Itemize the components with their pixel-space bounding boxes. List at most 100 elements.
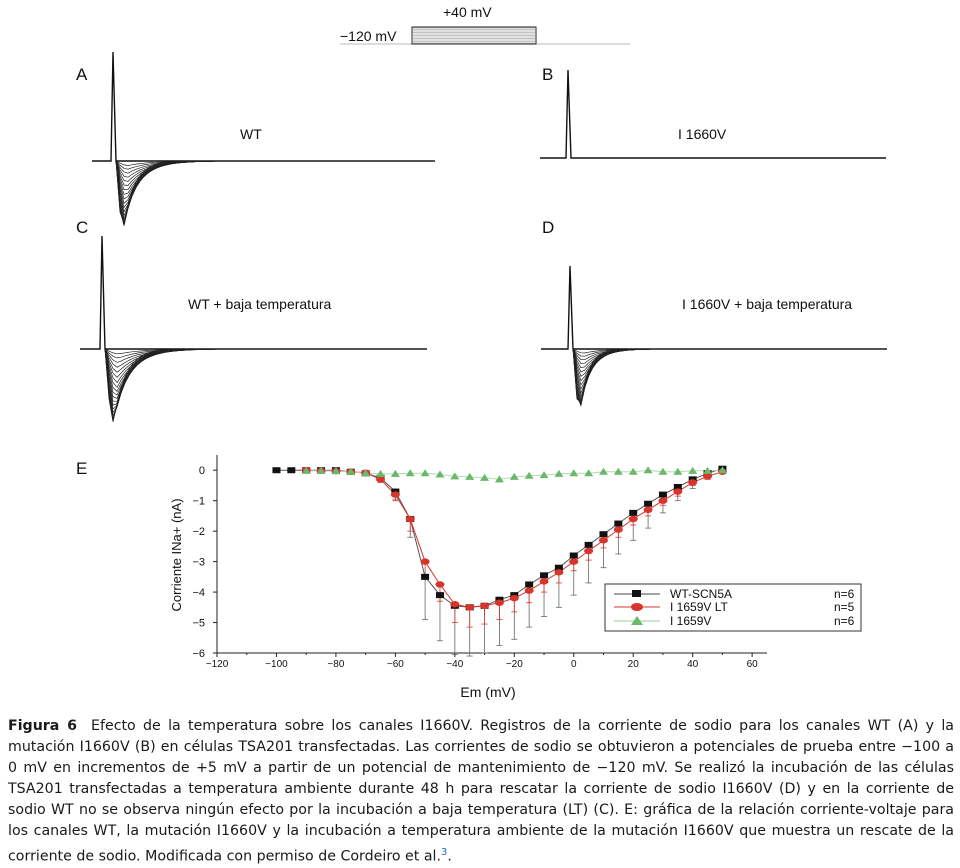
y-axis-label: Corriente INa+ (nA) [169,498,184,611]
sodium-current-trace [572,348,887,398]
sodium-current-trace [104,348,427,402]
sodium-current-trace [115,160,435,204]
data-point [643,506,653,514]
data-point [599,531,608,538]
x-tick-label: 0 [571,659,577,670]
x-tick-label: −40 [446,659,463,670]
sodium-current-trace [115,160,435,226]
legend-label: I 1659V LT [670,600,728,614]
sodium-current-trace [104,348,427,396]
data-point [346,467,356,475]
data-point [509,594,519,602]
sodium-current-trace [572,348,887,407]
caption-text: Efecto de la temperatura sobre los canal… [8,718,954,865]
data-point [465,604,475,611]
data-point [614,520,623,527]
panel-b-traces [540,69,886,159]
x-tick-label: −120 [206,659,229,670]
data-point [658,491,667,498]
data-point [525,581,534,588]
sodium-current-trace [104,348,427,410]
data-point [673,467,683,475]
data-point [390,469,400,477]
panel-d-letter: D [542,218,554,237]
data-point [628,515,638,523]
panel-c-traces [80,235,427,422]
y-tick-label: −2 [192,526,205,538]
data-point [420,469,430,477]
sodium-current-trace [115,160,435,195]
sodium-current-trace [115,160,435,209]
sodium-current-trace [115,160,435,217]
data-point [613,526,623,533]
data-point [421,573,430,580]
y-tick-label: −3 [192,557,205,569]
data-point [629,509,638,516]
holding-potential-label: −120 mV [340,28,397,44]
legend-item-mutant: I 1659V n=6 [614,614,855,628]
sodium-current-trace [104,348,427,422]
y-tick-label: −4 [192,587,205,599]
y-tick-label: −6 [192,648,205,660]
data-point [494,599,504,606]
data-point [524,471,534,479]
legend-item-wt: WT-SCN5A n=6 [614,587,855,601]
x-tick-label: 60 [747,659,759,670]
data-point [390,491,400,498]
sodium-current-trace [572,348,887,391]
sodium-current-trace [115,160,435,225]
data-point [584,547,594,555]
sodium-current-trace [572,348,887,403]
sodium-current-trace [572,348,887,386]
test-potential-label: +40 mV [443,4,492,20]
chart-legend: WT-SCN5A n=6 I 1659V LT n=5 I 1659V n=6 [604,583,862,632]
legend-label: I 1659V [670,614,711,628]
data-point [569,558,579,565]
data-point [717,466,727,474]
panel-d-traces [541,265,887,407]
data-point [361,469,371,477]
legend-n: n=6 [834,587,855,601]
panel-b-title: I 1660V [678,126,727,142]
data-point [524,587,534,594]
capacitive-transient [80,235,427,350]
panel-c: C WT + baja temperatura [76,218,427,422]
panel-b-letter: B [542,65,553,84]
figure-caption: Figura 6 Efecto de la temperatura sobre l… [8,716,954,868]
data-point [465,472,475,480]
sodium-current-trace [115,160,435,200]
data-point [405,469,415,477]
sodium-current-trace [572,348,887,395]
data-point [540,572,549,579]
data-point [554,469,564,477]
legend-label: WT-SCN5A [670,587,732,601]
figure: −120 mV +40 mV A WT B I 1660V C WT + baj… [76,4,887,700]
data-point [554,569,564,576]
sodium-current-trace [115,160,435,222]
sodium-current-trace [572,348,887,404]
data-point [272,467,281,474]
voltage-protocol: −120 mV +40 mV [340,4,630,45]
data-point [688,479,698,486]
data-point [673,483,682,490]
data-point [435,470,445,478]
data-point [703,473,713,480]
legend-n: n=6 [834,614,855,628]
data-point [480,473,490,481]
sodium-current-trace [572,348,887,406]
sodium-current-trace [115,160,435,226]
data-point [598,467,608,475]
data-point [376,469,386,477]
panel-e-letter: E [76,459,87,478]
data-point [584,541,593,548]
data-point [435,592,444,599]
caption-reference[interactable]: 3 [440,847,448,858]
data-point [569,469,579,477]
data-point [316,466,326,474]
data-point [450,601,460,608]
panel-e: E −120 −100 −80 −60 −40 −20 0 20 40 60 0 −1 −2 −3 −4 −5… [76,455,862,700]
data-point [539,578,549,585]
data-point [480,602,490,609]
legend-item-lt: I 1659V LT n=5 [614,600,855,614]
y-tick-label: 0 [199,465,205,477]
